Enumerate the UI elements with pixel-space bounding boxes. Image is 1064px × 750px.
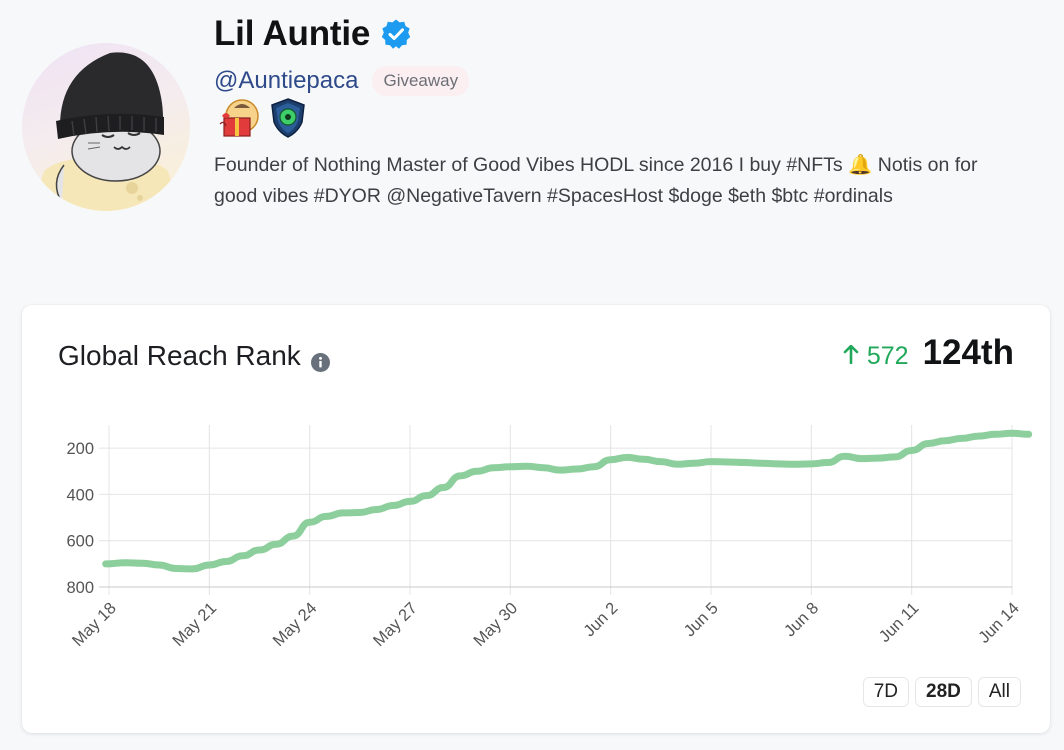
verified-badge-icon — [380, 18, 412, 50]
global-reach-rank-card: Global Reach Rank 572 124th 200 400 600 800… — [22, 305, 1050, 733]
profile-badges — [216, 96, 310, 140]
x-tick-label: Jun 2 — [580, 599, 621, 640]
card-title-text: Global Reach Rank — [58, 340, 301, 371]
range-selector: 7D 28D All — [862, 677, 1021, 707]
x-tick-label: Jun 14 — [975, 599, 1023, 647]
x-tick-label: Jun 5 — [681, 599, 722, 640]
x-tick-label: Jun 11 — [876, 599, 923, 646]
range-button-all[interactable]: All — [977, 677, 1021, 707]
rank-line-chart: 200 400 600 800 May 18 May 21 May 24 May 27 May … — [66, 425, 1033, 650]
x-tick-label: Jun 8 — [781, 599, 822, 640]
green-shield-badge-icon[interactable] — [266, 96, 310, 140]
profile-name-text: Lil Auntie — [214, 14, 371, 53]
card-title: Global Reach Rank — [58, 340, 330, 372]
x-tick-label: May 24 — [270, 599, 321, 650]
y-tick-label: 800 — [66, 579, 94, 597]
reach-rank-series-line — [102, 429, 1033, 573]
profile-bio: Founder of Nothing Master of Good Vibes … — [214, 154, 978, 207]
gift-box-badge-icon[interactable] — [216, 96, 260, 140]
rank-change: 572 — [843, 342, 909, 371]
range-button-7d[interactable]: 7D — [862, 677, 910, 707]
y-tick-label: 200 — [66, 440, 94, 458]
rank-change-value: 572 — [866, 342, 909, 370]
x-tick-label: May 27 — [370, 599, 421, 650]
range-button-28d[interactable]: 28D — [915, 677, 972, 707]
info-icon[interactable] — [310, 347, 330, 372]
cat-avatar-icon — [32, 52, 180, 211]
profile-handle-link[interactable]: @Auntiepaca — [214, 67, 359, 94]
y-tick-label: 600 — [66, 533, 94, 551]
giveaway-tag[interactable]: Giveaway — [372, 66, 470, 96]
rank-value: 124th — [922, 333, 1014, 372]
profile-name: Lil Auntie — [214, 14, 412, 54]
x-tick-label: May 18 — [69, 599, 120, 650]
y-tick-label: 400 — [66, 486, 94, 504]
arrow-up-icon — [843, 342, 859, 365]
x-tick-label: May 21 — [169, 599, 220, 650]
x-tick-label: May 30 — [470, 599, 521, 650]
handle-row: @Auntiepaca Giveaway — [214, 66, 470, 96]
rank-summary: 572 124th — [843, 333, 1014, 373]
profile-avatar — [22, 43, 190, 211]
